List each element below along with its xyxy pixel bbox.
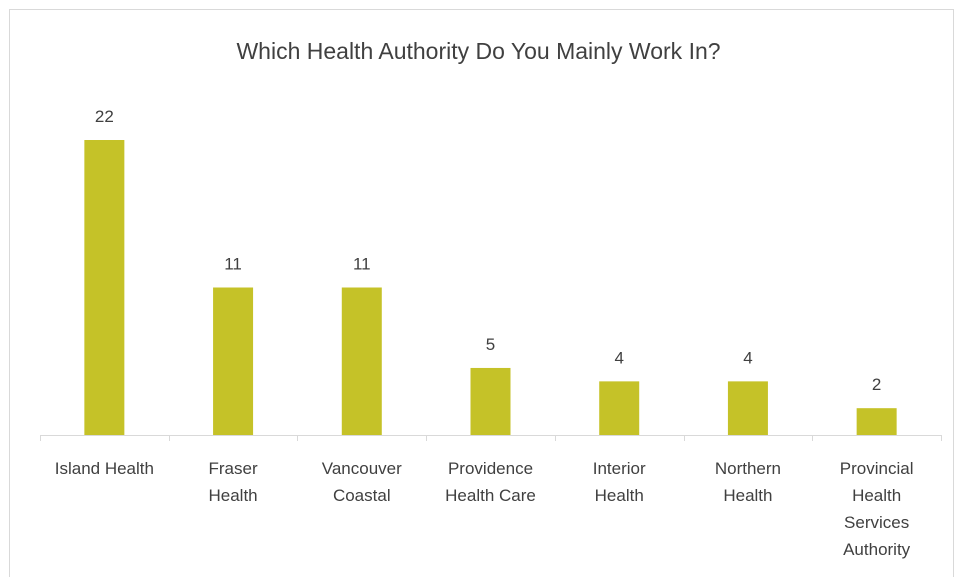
bar bbox=[213, 287, 254, 435]
bar-value-label: 22 bbox=[95, 107, 114, 126]
bar bbox=[599, 381, 640, 435]
bar-value-label: 4 bbox=[614, 348, 623, 367]
x-tick-label: Vancouver Coastal bbox=[322, 459, 402, 505]
bar bbox=[84, 140, 125, 435]
x-tick-label: Northern Health bbox=[715, 459, 781, 505]
bar-value-label: 11 bbox=[353, 255, 371, 274]
bar-value-label: 11 bbox=[224, 255, 242, 274]
bar-value-label: 5 bbox=[486, 335, 495, 354]
x-tick-label: Providence Health Care bbox=[445, 459, 536, 505]
bar bbox=[341, 287, 382, 435]
chart-frame bbox=[9, 9, 954, 577]
bar bbox=[856, 408, 897, 435]
x-tick-label: Provincial Health Services Authority bbox=[840, 459, 914, 559]
bar-value-label: 2 bbox=[872, 375, 881, 394]
x-tick-label: Fraser Health bbox=[209, 459, 258, 505]
bar bbox=[470, 367, 511, 435]
bar-value-label: 4 bbox=[743, 348, 752, 367]
x-tick-label: Interior Health bbox=[593, 459, 646, 505]
chart-title: Which Health Authority Do You Mainly Wor… bbox=[236, 38, 721, 64]
x-tick-label: Island Health bbox=[55, 459, 154, 478]
bar bbox=[727, 381, 768, 435]
